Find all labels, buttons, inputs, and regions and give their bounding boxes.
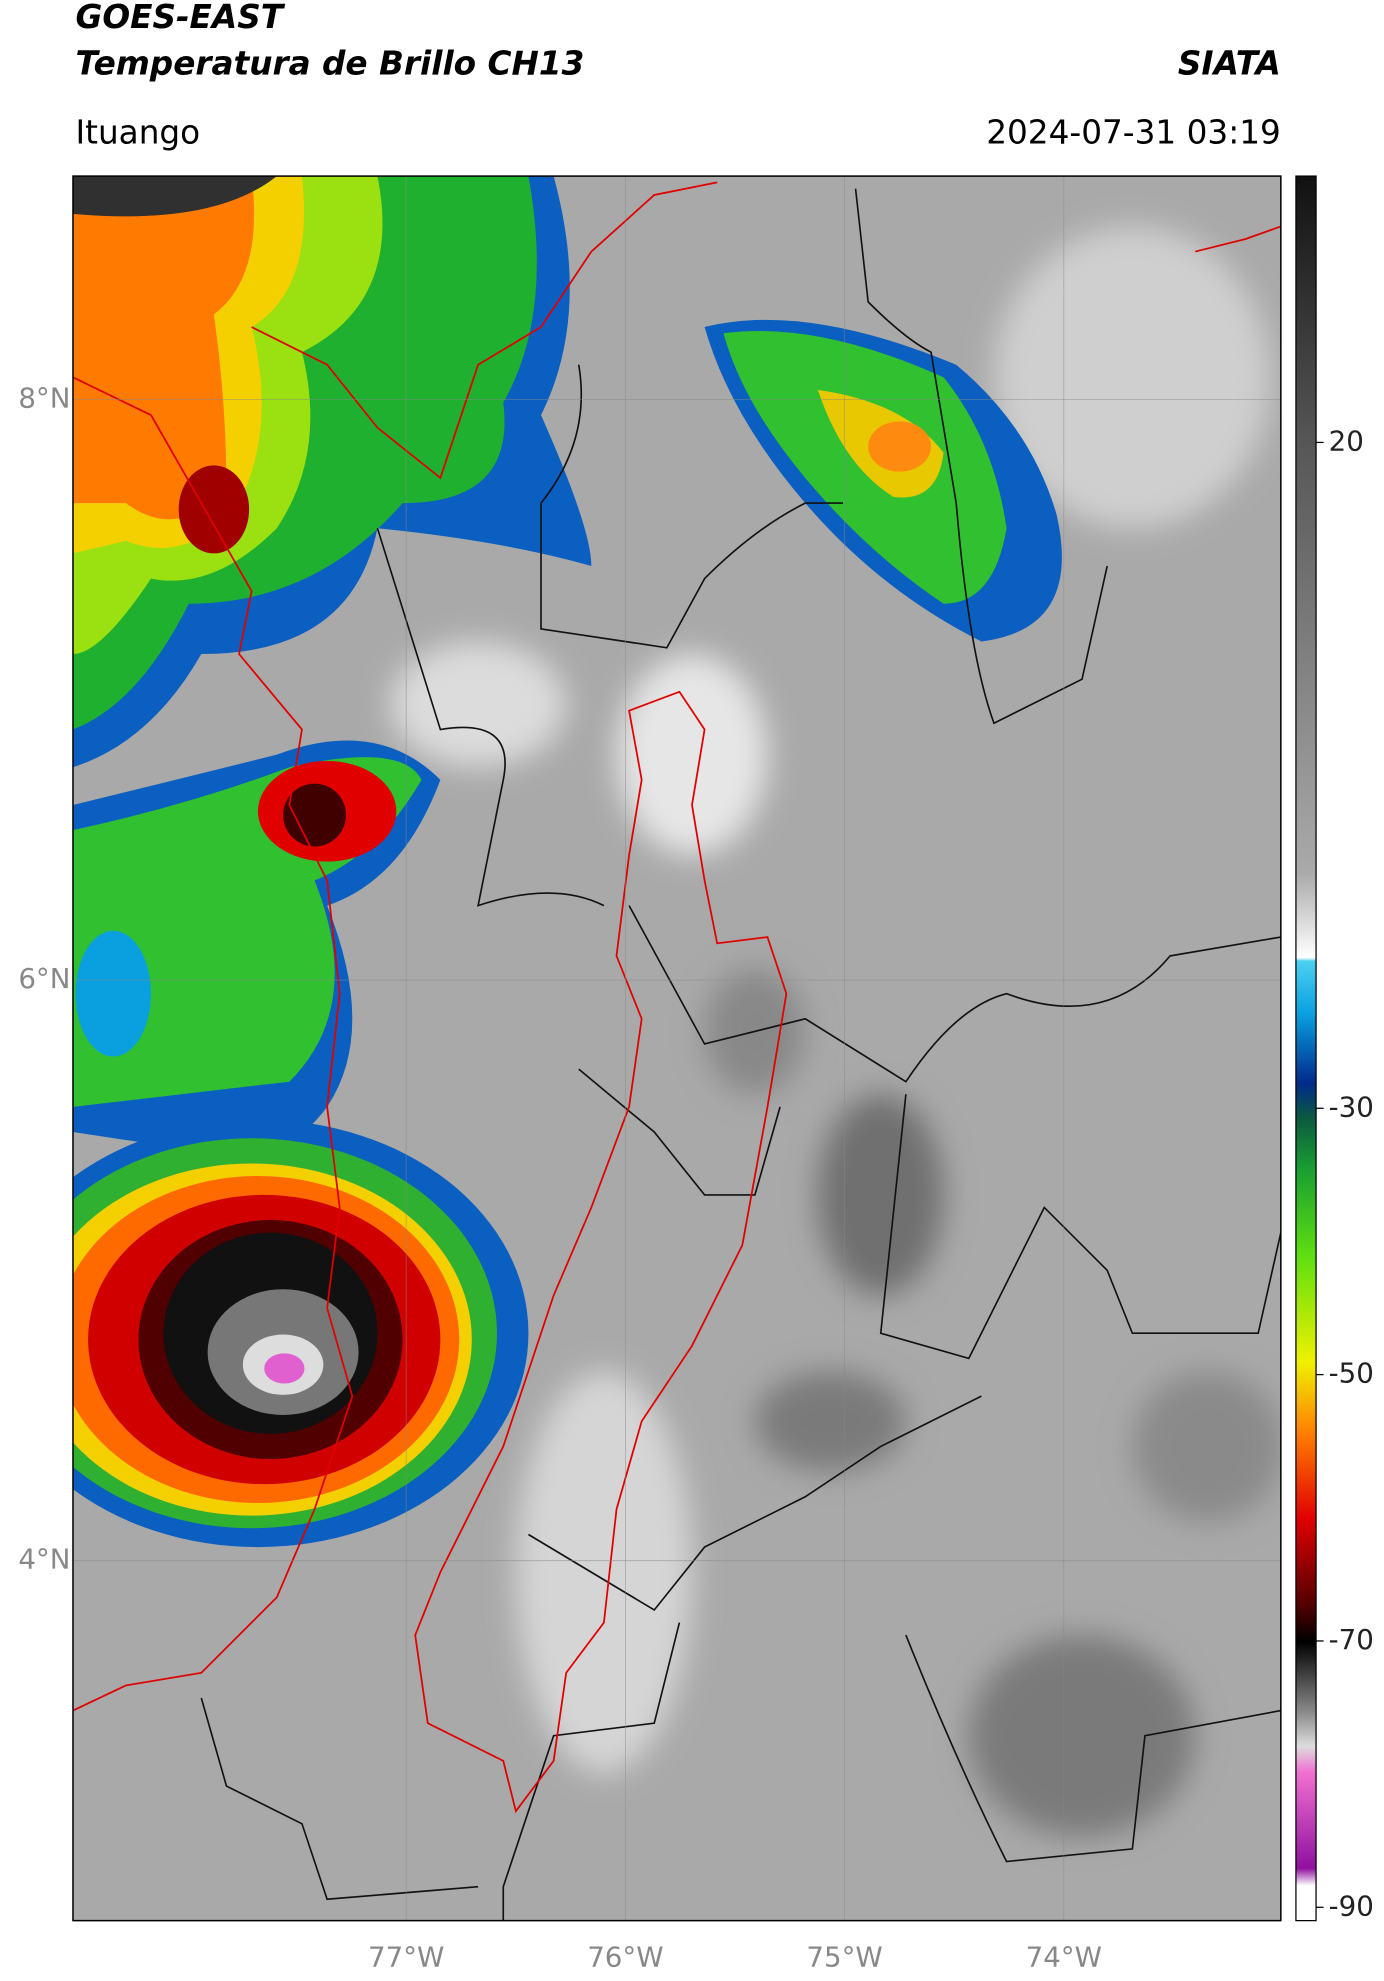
title: GOES-EAST [75, 0, 285, 36]
agency: SIATA [1178, 44, 1281, 82]
colorbar [1295, 175, 1317, 1922]
cloud-texture [390, 226, 1281, 1837]
colorbar-tick-label: -90 [1329, 1889, 1374, 1922]
convective-storm [72, 1119, 529, 1548]
lat-label: 4°N [18, 1543, 70, 1576]
colorbar-tick-label: -50 [1329, 1357, 1374, 1390]
cold-cloud-top-central [72, 740, 441, 1158]
colorbar-tick-label: -70 [1329, 1623, 1374, 1656]
colorbar-tick-label: -30 [1329, 1090, 1374, 1123]
axis-labels: 77°W 76°W 75°W 74°W 4°N 6°N 8°N -90 -70 -50 -30 20 [18, 382, 1373, 1974]
graticule [72, 176, 1281, 1921]
cold-cloud-top-northeast [704, 319, 1062, 642]
satellite-image [72, 176, 1281, 1921]
location: Ituango [75, 114, 200, 152]
lon-label: 77°W [368, 1940, 444, 1973]
colorbar-tick-label: 20 [1329, 424, 1364, 457]
cold-cloud-top-north [72, 176, 592, 768]
admin-boundaries [200, 188, 1281, 1921]
lat-label: 8°N [18, 382, 70, 415]
lat-label: 6°N [18, 962, 70, 995]
lon-label: 75°W [806, 1940, 882, 1973]
lon-label: 76°W [587, 1940, 663, 1973]
lon-label: 74°W [1026, 1940, 1102, 1973]
region-boundaries [72, 181, 1281, 1814]
map-frame [72, 175, 1282, 1922]
subtitle: Temperatura de Brillo CH13 [75, 44, 584, 82]
timestamp: 2024-07-31 03:19 [986, 114, 1281, 152]
